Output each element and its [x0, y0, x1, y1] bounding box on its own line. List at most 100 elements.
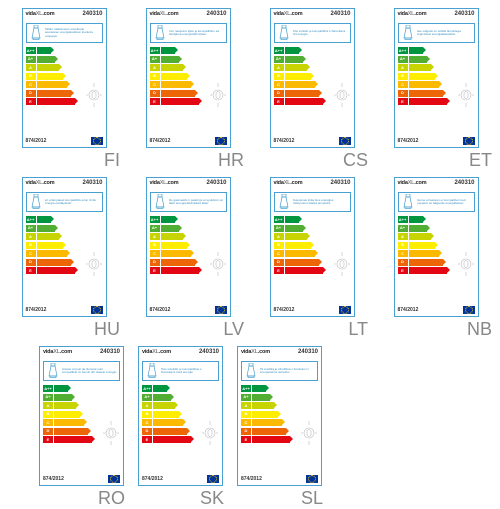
bulb-icon [244, 363, 258, 379]
card-header: vidaXL.com 240310 [395, 9, 478, 22]
rating-badge: A++ [398, 216, 408, 223]
regulation-text: 874/2012 [150, 138, 171, 144]
rating-row: A+ [43, 394, 120, 401]
card-footer: 874/2012 [23, 305, 106, 316]
product-id: 240310 [199, 349, 219, 355]
energy-label-card: vidaXL.com 240310 Šis gaismeklis ir sade… [146, 177, 231, 317]
rating-bar [161, 90, 195, 97]
rating-bar [252, 385, 266, 392]
rating-bar [409, 267, 447, 274]
rating-area: A++ A+ A B C D E [139, 383, 222, 474]
compat-box: Aceste corpuri de iluminat sunt compatib… [43, 361, 120, 381]
rating-bar [285, 225, 303, 232]
rating-badge: A++ [398, 47, 408, 54]
rating-badge: A++ [43, 385, 53, 392]
eu-flag-icon [339, 137, 351, 145]
rating-bar [161, 56, 179, 63]
rating-badge: C [43, 419, 53, 426]
card-header: vidaXL.com 240310 [395, 178, 478, 191]
rating-row: A+ [150, 225, 227, 232]
rating-area: A++ A+ A B C D E [395, 214, 478, 305]
rating-bar [37, 216, 51, 223]
label-cell-sk: vidaXL.com 240310 Toto svietidlo je komp… [135, 346, 226, 509]
rating-row: A++ [274, 47, 351, 54]
rating-bar [252, 428, 286, 435]
label-cell-et: vidaXL.com 240310 See valgusti on sobili… [378, 8, 494, 171]
rating-bar [409, 233, 431, 240]
compat-box: Ez a lámpatest kompatibilis azon izzók e… [26, 192, 103, 212]
rating-bar [285, 47, 299, 54]
rating-bar [285, 98, 323, 105]
rating-badge: C [26, 81, 36, 88]
compat-box: Ta svetilka je združljiva s žarnicami z … [241, 361, 318, 381]
rating-badge: C [150, 81, 160, 88]
rating-bar [54, 394, 72, 401]
rating-badge: D [398, 90, 408, 97]
rating-badge: B [142, 411, 152, 418]
rating-badge: D [26, 259, 36, 266]
rating-bar [153, 419, 183, 426]
rating-badge: C [274, 81, 284, 88]
rating-bar [37, 64, 59, 71]
card-header: vidaXL.com 240310 [23, 9, 106, 22]
brand-logo: vidaXL.com [274, 180, 303, 186]
compat-text: Aceste corpuri de iluminat sunt compatib… [62, 368, 117, 375]
bulb-icon [277, 194, 291, 210]
lamp-hint-icon [210, 252, 226, 278]
bulb-icon [153, 25, 167, 41]
eu-flag-icon [215, 137, 227, 145]
rating-badge: D [43, 428, 53, 435]
compat-text: See valgusti on sobilik lampidega järgmi… [417, 30, 472, 37]
rating-bar [409, 259, 443, 266]
card-header: vidaXL.com 240310 [139, 347, 222, 360]
brand-logo: vidaXL.com [26, 11, 55, 17]
rating-bar [54, 402, 76, 409]
label-cell-hr: vidaXL.com 240310 Ovo rasvjetno tijelo j… [130, 8, 246, 171]
brand-logo: vidaXL.com [241, 349, 270, 355]
rating-bar [409, 90, 443, 97]
rating-area: A++ A+ A B C D E [271, 45, 354, 136]
rating-area: A++ A+ A B C D E [23, 45, 106, 136]
eu-flag-icon [463, 306, 475, 314]
label-cell-nb: vidaXL.com 240310 Denne armaturen er kom… [378, 177, 494, 340]
compat-text: Denne armaturen er kompatibel med lyspær… [417, 199, 472, 206]
rating-bar [161, 250, 191, 257]
compat-box: See valgusti on sobilik lampidega järgmi… [398, 23, 475, 43]
rating-row: A [150, 64, 227, 71]
eu-flag-icon [215, 306, 227, 314]
rating-bar [252, 419, 282, 426]
lamp-hint-icon [458, 83, 474, 109]
rating-row: B [26, 73, 103, 80]
product-id: 240310 [454, 180, 474, 186]
regulation-text: 874/2012 [274, 138, 295, 144]
rating-row: B [26, 242, 103, 249]
rating-badge: A++ [150, 47, 160, 54]
rating-row: B [274, 242, 351, 249]
rating-bar [161, 225, 179, 232]
rating-bar [409, 81, 439, 88]
rating-bar [37, 81, 67, 88]
card-footer: 874/2012 [238, 474, 321, 485]
bulb-icon [29, 25, 43, 41]
rating-badge: A+ [43, 394, 53, 401]
card-footer: 874/2012 [147, 136, 230, 147]
rating-bar [37, 259, 71, 266]
rating-badge: C [150, 250, 160, 257]
compat-box: Toto svietidlo je kompatibilné s žiarovk… [142, 361, 219, 381]
rating-bar [285, 90, 319, 97]
regulation-text: 874/2012 [43, 476, 64, 482]
rating-row: A+ [241, 394, 318, 401]
rating-bar [409, 98, 447, 105]
rating-bar [161, 73, 187, 80]
eu-flag-icon [108, 475, 120, 483]
rating-row: B [398, 242, 475, 249]
bulb-icon [277, 25, 291, 41]
lamp-hint-icon [210, 83, 226, 109]
rating-bar [252, 402, 274, 409]
language-code: SL [301, 488, 325, 509]
language-code: LT [348, 319, 370, 340]
rating-badge: A [398, 64, 408, 71]
lamp-hint-icon [103, 421, 119, 447]
rating-bar [37, 267, 75, 274]
bulb-icon [46, 363, 60, 379]
